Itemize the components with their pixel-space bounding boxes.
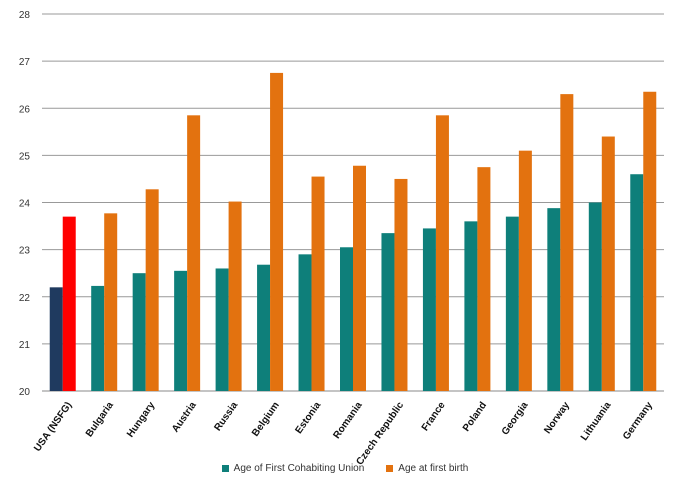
bar-cohabiting-union (298, 254, 312, 391)
bar-first-birth (477, 167, 491, 391)
bar-first-birth (435, 115, 449, 391)
bar-first-birth (270, 72, 284, 391)
legend-item-first-birth: Age at first birth (386, 463, 468, 474)
bar-first-birth (145, 189, 159, 391)
bar-first-birth (104, 213, 118, 391)
x-category-label: Belgium (250, 400, 282, 439)
bar-cohabiting-union (132, 273, 146, 391)
x-category-label: Russia (212, 400, 240, 434)
x-category-label: Lithuania (579, 400, 614, 443)
y-tick-label: 26 (19, 104, 31, 115)
x-category-label: Austria (170, 400, 199, 435)
x-category-label: USA (NSFG) (32, 400, 74, 454)
x-category-label: Georgia (500, 400, 531, 438)
x-category-label: Bulgaria (84, 400, 116, 439)
x-category-label: Norway (542, 400, 572, 436)
x-category-label: Germany (621, 400, 655, 442)
bar-cohabiting-union (215, 268, 229, 391)
y-tick-label: 23 (19, 246, 31, 257)
y-tick-label: 27 (19, 57, 31, 68)
bar-cohabiting-union (340, 247, 353, 391)
x-category-label: France (420, 400, 448, 434)
bars (49, 72, 657, 392)
bar-cohabiting-union (505, 216, 519, 391)
bar-cohabiting-union (588, 202, 602, 391)
legend-swatch-cohabiting (221, 465, 229, 472)
bar-first-birth (62, 216, 76, 391)
bar-first-birth (353, 165, 366, 391)
bar-cohabiting-union (381, 233, 395, 391)
y-tick-label: 25 (19, 151, 31, 162)
y-axis-ticks: 20 21 22 23 24 25 26 27 28 (19, 10, 31, 398)
bar-cohabiting-union (630, 174, 644, 391)
bar-cohabiting-union (422, 228, 436, 391)
x-category-label: Poland (461, 400, 489, 434)
y-tick-label: 28 (19, 10, 31, 21)
legend-label-cohabiting: Age of First Cohabiting Union (233, 463, 365, 474)
bar-first-birth (228, 201, 242, 391)
y-tick-label: 21 (19, 340, 31, 351)
y-tick-label: 22 (19, 293, 31, 304)
bar-cohabiting-union (257, 264, 271, 391)
legend-swatch-first-birth (386, 465, 394, 472)
legend-label-first-birth: Age at first birth (398, 463, 469, 474)
bar-cohabiting-union (49, 287, 63, 391)
bar-first-birth (187, 115, 201, 391)
x-category-label: Hungary (125, 400, 158, 440)
y-tick-label: 20 (19, 387, 31, 398)
x-category-label: Romania (331, 400, 364, 441)
legend-item-cohabiting: Age of First Cohabiting Union (221, 463, 365, 474)
y-tick-label: 24 (19, 199, 31, 210)
bar-first-birth (311, 176, 325, 391)
bar-cohabiting-union (464, 221, 478, 391)
bar-cohabiting-union (91, 285, 105, 391)
bar-first-birth (643, 91, 657, 391)
legend: Age of First Cohabiting Union Age at fir… (0, 463, 690, 474)
x-axis-labels: USA (NSFG) Bulgaria Hungary Austria Russia Be… (32, 400, 655, 468)
bar-first-birth (394, 178, 408, 391)
bar-first-birth (560, 94, 574, 392)
bar-first-birth (601, 136, 615, 391)
bar-cohabiting-union (547, 208, 561, 391)
x-category-label: Estonia (294, 400, 324, 436)
bar-first-birth (518, 150, 532, 391)
bar-cohabiting-union (174, 270, 188, 391)
